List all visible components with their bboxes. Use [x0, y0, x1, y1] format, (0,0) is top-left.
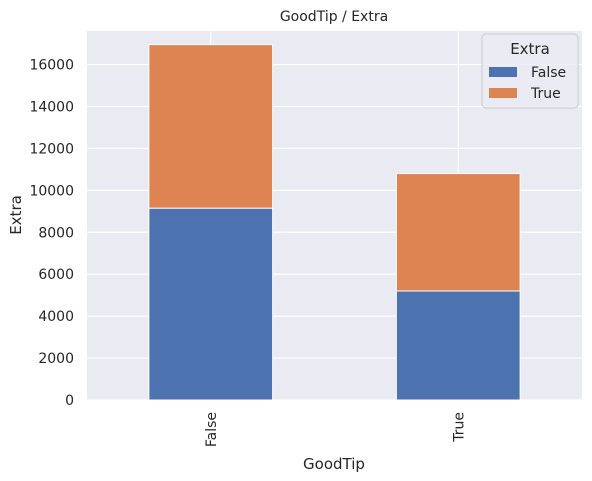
legend-title: Extra [510, 40, 550, 58]
legend-label-true: True [530, 86, 561, 102]
chart-title: GoodTip / Extra [280, 9, 388, 25]
legend: Extra False True [481, 33, 579, 109]
bar-false-series-true [148, 44, 274, 209]
y-tick-label: 14000 [29, 99, 74, 115]
y-tick-label: 6000 [38, 267, 74, 283]
bar-false-series-false [148, 207, 274, 401]
legend-swatch-false [489, 67, 517, 77]
y-tick-label: 8000 [38, 225, 74, 241]
bar-true-series-true [395, 173, 521, 292]
y-tick-label: 16000 [29, 58, 74, 74]
y-tick-label: 12000 [29, 141, 74, 157]
bars [148, 44, 521, 401]
x-axis-ticks: False True [204, 412, 468, 447]
y-axis-ticks: 0 2000 4000 6000 8000 10000 12000 14000 16000 [29, 58, 74, 409]
y-tick-label: 2000 [38, 351, 74, 367]
legend-label-false: False [531, 65, 566, 81]
x-tick-label: False [204, 412, 220, 447]
y-tick-label: 4000 [38, 309, 74, 325]
x-tick-label: True [451, 412, 467, 443]
legend-swatch-true [489, 88, 517, 98]
y-tick-label: 0 [65, 393, 74, 409]
bar-true-series-false [395, 290, 521, 401]
x-axis-label: GoodTip [303, 455, 365, 473]
y-tick-label: 10000 [29, 183, 74, 199]
y-axis-label: Extra [7, 195, 25, 235]
